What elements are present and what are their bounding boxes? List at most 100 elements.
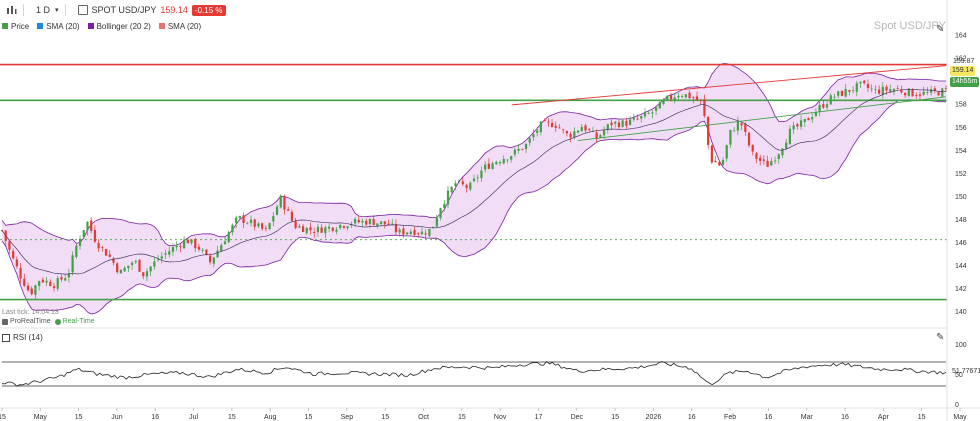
candle-body [41, 279, 44, 283]
candle-body [275, 206, 279, 215]
legend-item-sma-red[interactable]: SMA (20) [158, 22, 201, 31]
candle-body [331, 227, 334, 231]
candle-body [740, 123, 743, 126]
x-tick-label: 15 [918, 414, 926, 421]
candle-body [186, 239, 189, 244]
candle-body [428, 228, 431, 237]
candle-body [781, 148, 784, 156]
y-tick-label: 142 [955, 286, 967, 293]
candle-body [93, 229, 97, 242]
candle-body [517, 148, 520, 151]
candle-body [576, 130, 580, 133]
candle-body [684, 94, 687, 98]
candle-body [112, 258, 115, 263]
candle-body [175, 245, 178, 248]
candle-body [305, 227, 308, 234]
y-tick-label: 140 [955, 309, 967, 316]
candle-body [424, 233, 427, 235]
last-price: 159.14 [160, 5, 188, 15]
candle-body [599, 135, 602, 138]
x-tick-label: 2026 [646, 414, 662, 421]
candle-body [446, 190, 450, 205]
candle-body [49, 281, 52, 287]
candle-body [368, 218, 372, 224]
candle-body [692, 97, 695, 99]
candle-body [420, 231, 424, 235]
candle-body [149, 266, 152, 272]
candle-body [339, 224, 342, 229]
candle-body [108, 254, 111, 257]
status-row: ProRealTime Real-Time [2, 318, 95, 325]
candle-body [346, 226, 349, 229]
indicator-legend: Price SMA (20) Bollinger (20 2) SMA (20) [2, 20, 209, 32]
candle-body [569, 133, 572, 138]
candle-body [550, 122, 554, 127]
candle-body [201, 249, 204, 251]
rsi-line [1, 361, 947, 387]
candle-body [142, 272, 145, 277]
candle-body [881, 86, 884, 95]
chart-type-icon[interactable] [6, 5, 17, 16]
y-tick-label: 158 [955, 102, 967, 109]
candle-body [610, 122, 613, 126]
y-axis: 164162160158156154152150148146144142140 [946, 0, 967, 421]
x-tick-label: Oct [418, 414, 429, 421]
candle-body [60, 276, 63, 280]
candle-body [19, 267, 22, 279]
trendline [577, 96, 947, 142]
instrument-button[interactable]: SPOT USD/JPY 159.14 -0.15 % [77, 4, 226, 16]
candle-body [90, 220, 93, 231]
candle-body [755, 153, 758, 159]
candle-body [450, 186, 453, 193]
candle-body [703, 99, 706, 116]
rsi-panel: 100 50 0 [0, 327, 967, 409]
candle-body [777, 154, 780, 159]
candle-body [554, 125, 557, 128]
interval-select[interactable]: 1 D ▾ [36, 5, 59, 15]
candle-body [45, 280, 48, 283]
y-tick-label: 156 [955, 125, 967, 132]
candle-body [937, 92, 940, 96]
candle-body [279, 195, 282, 208]
candle-body [104, 249, 108, 256]
legend-swatch [87, 23, 94, 29]
rsi-settings-icon[interactable]: ✎ [936, 332, 945, 343]
x-tick-label: 16 [688, 414, 696, 421]
candle-body [283, 196, 286, 210]
candle-body [904, 92, 907, 96]
legend-label: Bollinger (20 2) [96, 21, 151, 31]
candle-body [725, 145, 728, 159]
candle-body [524, 143, 528, 150]
candle-body [944, 87, 948, 89]
rsi-legend[interactable]: RSI (14) [2, 333, 43, 342]
candle-body [536, 130, 539, 133]
candle-body [227, 232, 230, 243]
candle-body [759, 157, 762, 161]
candle-body [190, 239, 193, 244]
candle-body [298, 226, 301, 228]
candle-body [394, 224, 398, 233]
checkbox-icon [2, 333, 10, 342]
candle-body [38, 280, 41, 286]
candle-body [811, 117, 814, 120]
candle-body [320, 227, 323, 233]
legend-item-bollinger[interactable]: Bollinger (20 2) [87, 21, 151, 31]
legend-item-sma[interactable]: SMA (20) [37, 22, 80, 31]
candle-body [249, 219, 253, 223]
candle-body [476, 177, 479, 179]
candle-body [896, 88, 899, 89]
candle-body [822, 104, 825, 108]
legend-swatch [2, 23, 8, 29]
settings-icon[interactable]: ✎ [936, 24, 945, 35]
candle-body [324, 227, 327, 234]
legend-item-price[interactable]: Price [2, 22, 29, 31]
candle-body [71, 255, 74, 273]
candle-body [539, 121, 543, 133]
candle-body [8, 241, 11, 250]
candle-body [796, 124, 799, 127]
rsi-tick-label: 50 [955, 372, 963, 379]
x-tick-label: May [34, 414, 48, 421]
candle-body [212, 257, 215, 264]
level-lines [0, 63, 947, 301]
